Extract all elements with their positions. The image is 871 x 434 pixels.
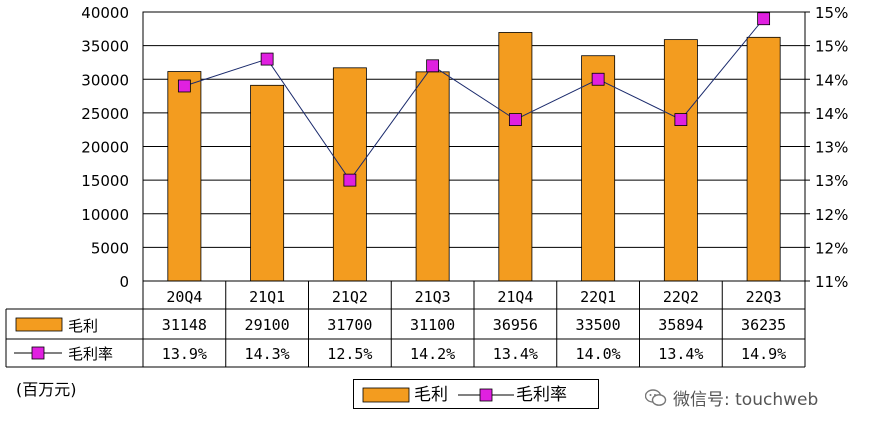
rate-point <box>177 79 191 93</box>
table-cell-value: 31700 <box>327 316 372 334</box>
y-left-tick-label: 35000 <box>81 38 129 56</box>
legend-marker <box>479 388 493 402</box>
bar <box>581 55 616 282</box>
table-cell-value: 31100 <box>410 316 455 334</box>
table-cell-rate: 13.9% <box>162 345 207 363</box>
x-tick-label: 22Q2 <box>663 288 699 306</box>
legend-label-bar: 毛利 <box>414 385 448 405</box>
y-left-tick-label: 20000 <box>81 139 129 157</box>
unit-label: (百万元) <box>16 380 77 399</box>
rate-point <box>343 173 357 187</box>
wechat-icon <box>645 388 667 406</box>
row-swatch-bar <box>15 317 63 332</box>
y-left-tick-label: 0 <box>119 273 129 291</box>
table-cell-value: 36956 <box>493 316 538 334</box>
rate-point <box>508 113 522 126</box>
x-tick-label: 22Q3 <box>746 288 782 306</box>
rate-line <box>184 18 765 181</box>
bar <box>250 84 285 282</box>
y-right-tick-label: 15% <box>815 4 848 22</box>
bar-series <box>167 32 781 282</box>
table-cell-rate: 13.4% <box>658 345 703 363</box>
table-cell-rate: 14.2% <box>410 345 455 363</box>
table-cell-value: 33500 <box>576 316 621 334</box>
row-label-bar: 毛利 <box>68 317 98 335</box>
legend-swatch-bar <box>362 387 410 403</box>
y-right-tick-label: 11% <box>815 273 848 291</box>
x-tick-label: 21Q3 <box>415 288 451 306</box>
y-right-tick-label: 12% <box>815 239 848 257</box>
table-cell-rate: 14.9% <box>741 345 786 363</box>
watermark: 微信号: touchweb <box>645 385 818 410</box>
table-cell-rate: 14.3% <box>245 345 290 363</box>
y-left-tick-label: 30000 <box>81 71 129 89</box>
legend-graphic: 毛利 毛利率 <box>362 385 567 405</box>
y-left-tick-label: 25000 <box>81 105 129 123</box>
rate-point <box>757 12 771 26</box>
x-tick-label: 22Q1 <box>580 288 616 306</box>
y-left-tick-label: 40000 <box>81 4 129 22</box>
y-right-tick-label: 13% <box>815 172 848 190</box>
rate-point <box>674 113 688 126</box>
y-right-tick-label: 14% <box>815 105 848 123</box>
bar <box>663 39 698 282</box>
y-right-tick-label: 15% <box>815 38 848 56</box>
row-label-line: 毛利率 <box>68 345 113 363</box>
grid-lines <box>143 11 805 282</box>
rate-point <box>426 59 440 73</box>
rate-point <box>260 52 274 66</box>
bar <box>415 71 450 282</box>
legend: 毛利 毛利率 <box>353 379 599 409</box>
x-tick-label: 21Q4 <box>497 288 533 306</box>
y-right-tick-label: 13% <box>815 139 848 157</box>
x-tick-label: 21Q2 <box>332 288 368 306</box>
table-cell-rate: 14.0% <box>576 345 621 363</box>
axes: 0 5000 10000 15000 20000 25000 30000 35000 40000… <box>81 4 848 291</box>
x-tick-label: 20Q4 <box>166 288 202 306</box>
y-left-tick-label: 5000 <box>91 239 129 257</box>
table-cell-rate: 12.5% <box>327 345 372 363</box>
watermark-text: 微信号: touchweb <box>673 390 819 410</box>
bar <box>498 32 533 282</box>
table-cell-rate: 13.4% <box>493 345 538 363</box>
table-cell-value: 31148 <box>162 316 207 334</box>
y-right-tick-label: 14% <box>815 71 848 89</box>
bar <box>167 71 202 282</box>
bar <box>746 36 781 282</box>
bar <box>332 67 367 282</box>
table-cell-value: 29100 <box>245 316 290 334</box>
y-left-tick-label: 10000 <box>81 206 129 224</box>
table-cell-value: 36235 <box>741 316 786 334</box>
table-cell-value: 35894 <box>658 316 703 334</box>
y-right-tick-label: 12% <box>815 206 848 224</box>
line-series <box>177 12 771 187</box>
rate-point <box>591 72 605 86</box>
x-tick-label: 21Q1 <box>249 288 285 306</box>
row-swatch-marker <box>31 346 45 360</box>
legend-label-line: 毛利率 <box>516 385 567 405</box>
y-left-tick-label: 15000 <box>81 172 129 190</box>
